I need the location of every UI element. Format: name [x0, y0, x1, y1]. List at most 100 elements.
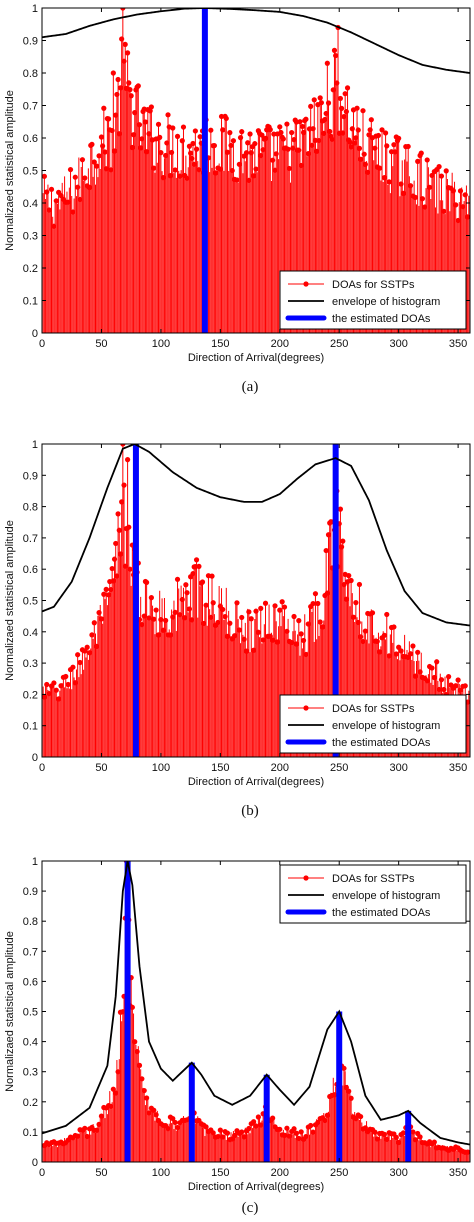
stem-marker [155, 632, 162, 638]
stem-marker [412, 673, 418, 679]
stem-marker [258, 152, 264, 159]
stem-marker [296, 147, 302, 153]
stem-marker [291, 137, 297, 143]
stem-marker [348, 577, 354, 584]
stem-marker [321, 130, 327, 136]
stem-marker [148, 595, 154, 601]
stem-marker [119, 36, 125, 42]
stem-marker [203, 602, 209, 608]
stem-marker [347, 139, 353, 145]
stem-marker [167, 173, 173, 179]
stem-marker [65, 681, 71, 688]
stem-marker [94, 643, 100, 649]
stem-marker [377, 649, 383, 655]
stem-marker [299, 123, 305, 130]
stem-marker [186, 606, 193, 612]
stem-marker [210, 600, 216, 606]
stem-marker [108, 1103, 114, 1109]
stem-marker [324, 60, 330, 66]
stem-marker [453, 202, 459, 208]
stem-marker [111, 148, 118, 154]
stem-marker [65, 199, 71, 205]
y-tick-label: 0.3 [23, 658, 38, 670]
stem-marker [241, 1134, 247, 1140]
stem-marker [177, 612, 183, 618]
stem-marker [315, 600, 321, 607]
stem-marker [274, 639, 280, 645]
stem-marker [354, 105, 360, 111]
stem-marker [58, 683, 64, 689]
stem-marker [270, 637, 276, 643]
stem-marker [146, 131, 152, 137]
stem-marker [305, 151, 311, 157]
y-tick-label: 0.5 [23, 1007, 38, 1019]
stem-marker [382, 130, 389, 136]
stem-marker [101, 105, 107, 111]
stem-marker [174, 576, 181, 582]
legend: DOAs for SSTPs envelope of histogram the e… [279, 270, 467, 330]
stem-marker [89, 632, 95, 638]
stem-marker [412, 1137, 418, 1143]
stem-marker [417, 1134, 423, 1140]
stem-marker [144, 579, 150, 586]
envelope-line [42, 861, 470, 1146]
stem-marker [179, 138, 185, 144]
stem-marker [356, 581, 363, 588]
stem-marker [128, 93, 134, 99]
stem-marker [272, 603, 278, 609]
stem-marker [330, 87, 336, 93]
stem-marker [215, 619, 221, 626]
stem-marker [248, 616, 254, 622]
stem-marker [193, 146, 200, 152]
stem-marker [189, 617, 195, 623]
stem-marker [70, 664, 76, 670]
stem-marker [212, 170, 219, 176]
stem-marker [392, 149, 398, 155]
stem-marker [111, 556, 118, 562]
stem-marker [177, 173, 183, 179]
stem-marker [165, 1126, 171, 1132]
stem-marker [319, 624, 326, 630]
stem-marker [270, 1115, 276, 1121]
x-axis-label: Direction of Arrival(degrees) [188, 776, 324, 788]
stem-marker [396, 135, 402, 141]
estimated-doas [124, 861, 412, 1162]
stem-marker [184, 175, 190, 181]
stem-marker [44, 189, 50, 195]
stem-marker [102, 149, 108, 155]
stem-marker [142, 119, 149, 125]
stem-marker [130, 132, 137, 138]
stem-marker [419, 196, 426, 202]
y-tick-label: 0.5 [23, 596, 38, 608]
stem-marker [243, 150, 250, 156]
stem-marker [251, 647, 257, 653]
stem-marker [337, 506, 344, 512]
x-axis-label: Direction of Arrival(degrees) [188, 352, 324, 364]
stem-marker [460, 204, 466, 210]
stem-marker [361, 151, 367, 157]
stem-marker [246, 609, 252, 615]
stem-marker [384, 611, 390, 618]
stem-marker [296, 618, 302, 624]
stem-marker [455, 217, 461, 224]
stem-marker [360, 638, 366, 645]
stem-marker [100, 143, 106, 149]
x-tick-label: 150 [211, 1167, 229, 1179]
stem-marker [126, 80, 132, 86]
stem-marker [75, 184, 81, 190]
stem-marker [117, 85, 124, 91]
stem-marker [89, 141, 95, 147]
stem-marker [160, 627, 166, 633]
stem-marker [358, 634, 364, 640]
stem-marker [316, 137, 322, 144]
stem-marker [377, 165, 383, 171]
stem-marker [191, 161, 197, 167]
stem-marker [372, 1129, 378, 1135]
stem-marker [172, 609, 178, 615]
stem-marker [308, 103, 314, 109]
stem-marker [308, 1122, 314, 1129]
stem-marker [362, 628, 368, 634]
stem-marker [289, 129, 295, 136]
stem-marker [239, 1129, 245, 1135]
